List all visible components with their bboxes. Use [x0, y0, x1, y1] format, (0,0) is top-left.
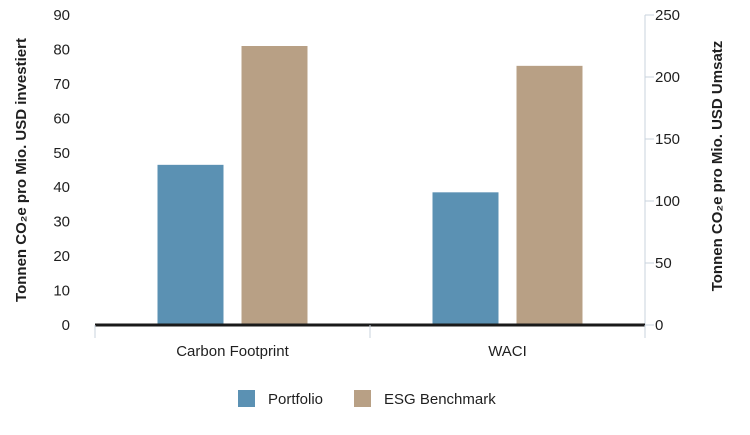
left-tick-label: 50	[53, 145, 70, 162]
x-category-label: Carbon Footprint	[176, 343, 289, 360]
left-tick-label: 60	[53, 110, 70, 127]
bars	[157, 46, 583, 325]
bar-portfolio	[157, 164, 224, 325]
left-tick-label: 90	[53, 7, 70, 24]
legend-label: Portfolio	[268, 391, 323, 408]
x-category-label: WACI	[488, 343, 527, 360]
right-tick-label: 50	[655, 255, 672, 272]
right-axis-title: Tonnen CO₂e pro Mio. USD Umsatz	[709, 41, 726, 292]
left-tick-label: 0	[62, 317, 70, 334]
right-tick-label: 250	[655, 7, 680, 24]
left-tick-label: 40	[53, 179, 70, 196]
x-axis-labels: Carbon Footprint WACI	[176, 343, 527, 360]
left-axis-ticks: 0 10 20 30 40 50 60 70 80 90	[53, 7, 70, 334]
right-tick-label: 200	[655, 69, 680, 86]
right-tick-label: 150	[655, 131, 680, 148]
legend-swatch	[238, 390, 255, 407]
left-tick-label: 10	[53, 283, 70, 300]
right-tick-label: 100	[655, 193, 680, 210]
bar-esg-benchmark	[516, 65, 583, 325]
legend-swatch	[354, 390, 371, 407]
left-tick-label: 70	[53, 76, 70, 93]
bar-portfolio	[432, 192, 499, 325]
left-tick-label: 20	[53, 248, 70, 265]
right-tick-label: 0	[655, 317, 663, 334]
left-axis-title: Tonnen CO₂e pro Mio. USD investiert	[13, 38, 30, 302]
left-tick-label: 30	[53, 214, 70, 231]
right-axis-tick-marks	[645, 14, 654, 326]
legend-label: ESG Benchmark	[384, 391, 496, 408]
bar-esg-benchmark	[241, 46, 308, 325]
x-axis-tick-marks	[94, 325, 646, 338]
legend: Portfolio ESG Benchmark	[238, 390, 496, 408]
right-axis-ticks: 0 50 100 150 200 250	[655, 7, 680, 334]
left-tick-label: 80	[53, 41, 70, 58]
